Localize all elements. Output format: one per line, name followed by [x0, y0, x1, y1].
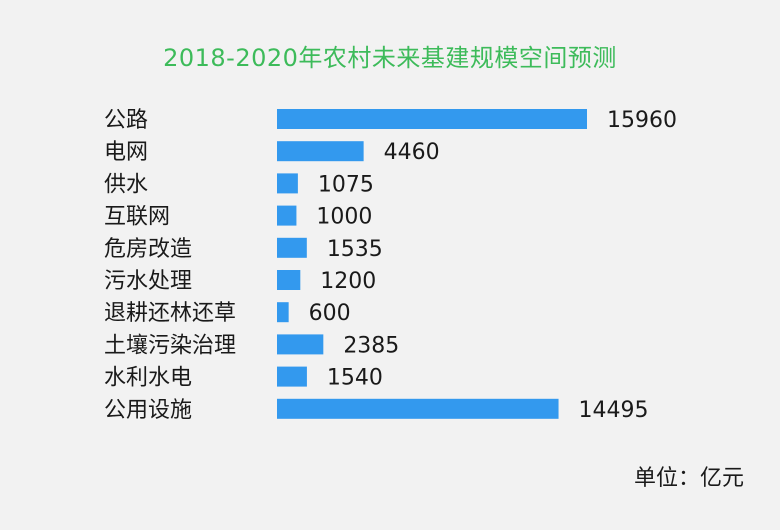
bar — [277, 398, 559, 419]
category-label: 供水 — [104, 172, 148, 197]
category-label: 公用设施 — [104, 398, 192, 423]
value-label: 1000 — [316, 205, 372, 230]
value-label: 1540 — [327, 366, 383, 391]
category-label: 土壤污染治理 — [104, 333, 236, 358]
bar — [277, 302, 289, 323]
bar — [277, 109, 587, 129]
bar — [277, 366, 307, 387]
category-label: 互联网 — [104, 205, 170, 230]
category-label: 退耕还林还草 — [104, 301, 236, 326]
value-label: 1200 — [320, 269, 376, 294]
category-label: 电网 — [104, 140, 148, 165]
bar — [277, 173, 298, 194]
category-label: 公路 — [104, 108, 148, 133]
bar — [277, 205, 297, 226]
value-label: 14495 — [579, 398, 649, 423]
category-label: 污水处理 — [104, 269, 192, 294]
value-label: 1535 — [327, 237, 383, 262]
bar — [277, 237, 307, 258]
value-label: 2385 — [343, 333, 399, 358]
value-label: 1075 — [318, 172, 374, 197]
value-label: 15960 — [607, 108, 677, 133]
bar — [277, 141, 364, 162]
value-label: 600 — [309, 301, 351, 326]
chart-title: 2018-2020年农村未来基建规模空间预测 — [163, 44, 617, 72]
category-label: 危房改造 — [104, 237, 192, 262]
category-label: 水利水电 — [104, 366, 192, 391]
bar — [277, 270, 301, 290]
value-label: 4460 — [384, 140, 440, 165]
unit-note: 单位：亿元 — [633, 466, 744, 491]
bar — [277, 334, 324, 355]
